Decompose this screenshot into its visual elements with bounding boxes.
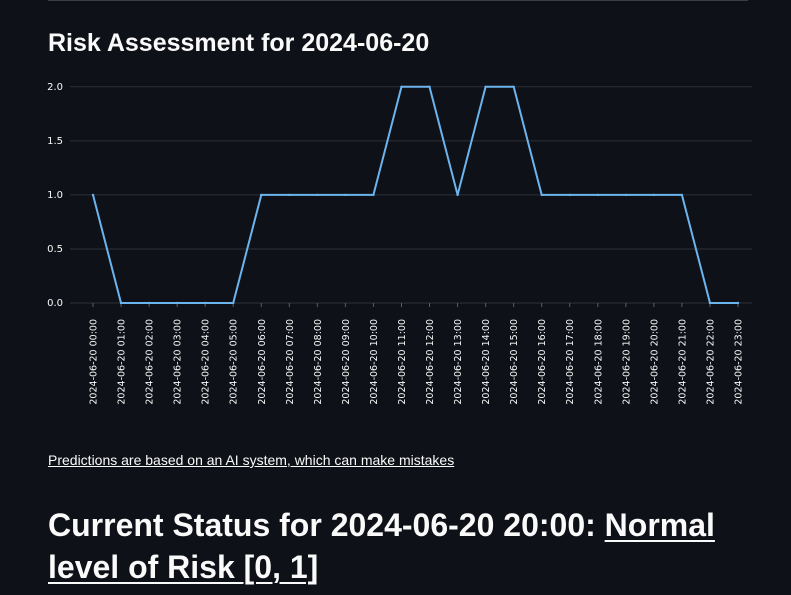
- y-tick-label: 1.0: [47, 190, 63, 201]
- x-tick-label: 2024-06-20 07:00: [285, 319, 296, 405]
- y-tick-label: 0.0: [47, 298, 63, 309]
- x-tick-label: 2024-06-20 22:00: [705, 319, 716, 405]
- status-prefix: Current Status for 2024-06-20 20:00:: [48, 507, 605, 543]
- x-tick-label: 2024-06-20 04:00: [201, 319, 212, 405]
- x-tick-label: 2024-06-20 12:00: [425, 319, 436, 405]
- x-tick-label: 2024-06-20 13:00: [453, 319, 464, 405]
- x-tick-label: 2024-06-20 21:00: [677, 319, 688, 405]
- current-status-heading: Current Status for 2024-06-20 20:00: Nor…: [48, 504, 748, 588]
- data-point: [428, 85, 431, 89]
- data-point: [175, 301, 179, 305]
- x-tick-label: 2024-06-20 19:00: [621, 319, 632, 405]
- data-point: [736, 301, 740, 305]
- data-point: [652, 193, 656, 197]
- x-tick-label: 2024-06-20 14:00: [481, 319, 492, 405]
- x-tick-label: 2024-06-20 23:00: [734, 319, 745, 405]
- data-point: [372, 193, 375, 197]
- data-point: [400, 85, 403, 89]
- data-point: [456, 193, 459, 197]
- y-tick-label: 0.5: [47, 244, 63, 255]
- data-point: [260, 193, 263, 197]
- data-point: [232, 301, 235, 305]
- data-point: [624, 193, 628, 197]
- data-point: [91, 193, 95, 197]
- series-line: [92, 85, 738, 304]
- data-point: [512, 85, 515, 89]
- y-tick-label: 1.5: [47, 136, 63, 147]
- chart-title: Risk Assessment for 2024-06-20: [48, 29, 430, 57]
- data-point: [203, 301, 207, 305]
- data-point: [540, 193, 543, 197]
- x-tick-label: 2024-06-20 20:00: [649, 319, 660, 405]
- y-tick-label: 2.0: [47, 82, 63, 93]
- chart-points: [91, 85, 740, 305]
- risk-level-link[interactable]: Normal level of Risk [0, 1]: [48, 507, 715, 585]
- x-tick-label: 2024-06-20 05:00: [229, 319, 240, 405]
- x-tick-label: 2024-06-20 17:00: [565, 319, 576, 405]
- x-tick-label: 2024-06-20 03:00: [173, 319, 184, 405]
- ai-disclaimer-link[interactable]: Predictions are based on an AI system, w…: [48, 452, 455, 468]
- data-point: [344, 193, 347, 197]
- x-tick-label: 2024-06-20 08:00: [313, 319, 324, 405]
- data-point: [316, 193, 319, 197]
- x-tick-label: 2024-06-20 01:00: [117, 319, 128, 405]
- data-point: [147, 301, 151, 305]
- data-point: [119, 301, 123, 305]
- chart-x-axis: 2024-06-20 00:00 2024-06-20 01:00 2024-06-…: [89, 303, 745, 405]
- data-point: [568, 193, 571, 197]
- data-point: [680, 193, 684, 197]
- x-tick-label: 2024-06-20 15:00: [509, 319, 520, 405]
- x-tick-label: 2024-06-20 02:00: [145, 319, 156, 405]
- x-tick-label: 2024-06-20 16:00: [537, 319, 548, 405]
- x-tick-label: 2024-06-20 09:00: [341, 319, 352, 405]
- chart-y-axis: 0.0 0.5 1.0 1.5 2.0: [47, 82, 63, 309]
- risk-line-chart: 0.00.51.01.52.0 2024-06-20 00:00 2024-06-…: [47, 82, 752, 405]
- data-point: [708, 301, 712, 305]
- x-tick-label: 2024-06-20 10:00: [369, 319, 380, 405]
- x-tick-label: 2024-06-20 06:00: [257, 319, 268, 405]
- data-point: [288, 193, 291, 197]
- top-divider: [48, 0, 748, 1]
- x-tick-label: 2024-06-20 00:00: [89, 319, 100, 405]
- x-tick-label: 2024-06-20 18:00: [593, 319, 604, 405]
- data-point: [484, 85, 487, 89]
- data-point: [596, 193, 599, 197]
- x-tick-label: 2024-06-20 11:00: [397, 319, 408, 405]
